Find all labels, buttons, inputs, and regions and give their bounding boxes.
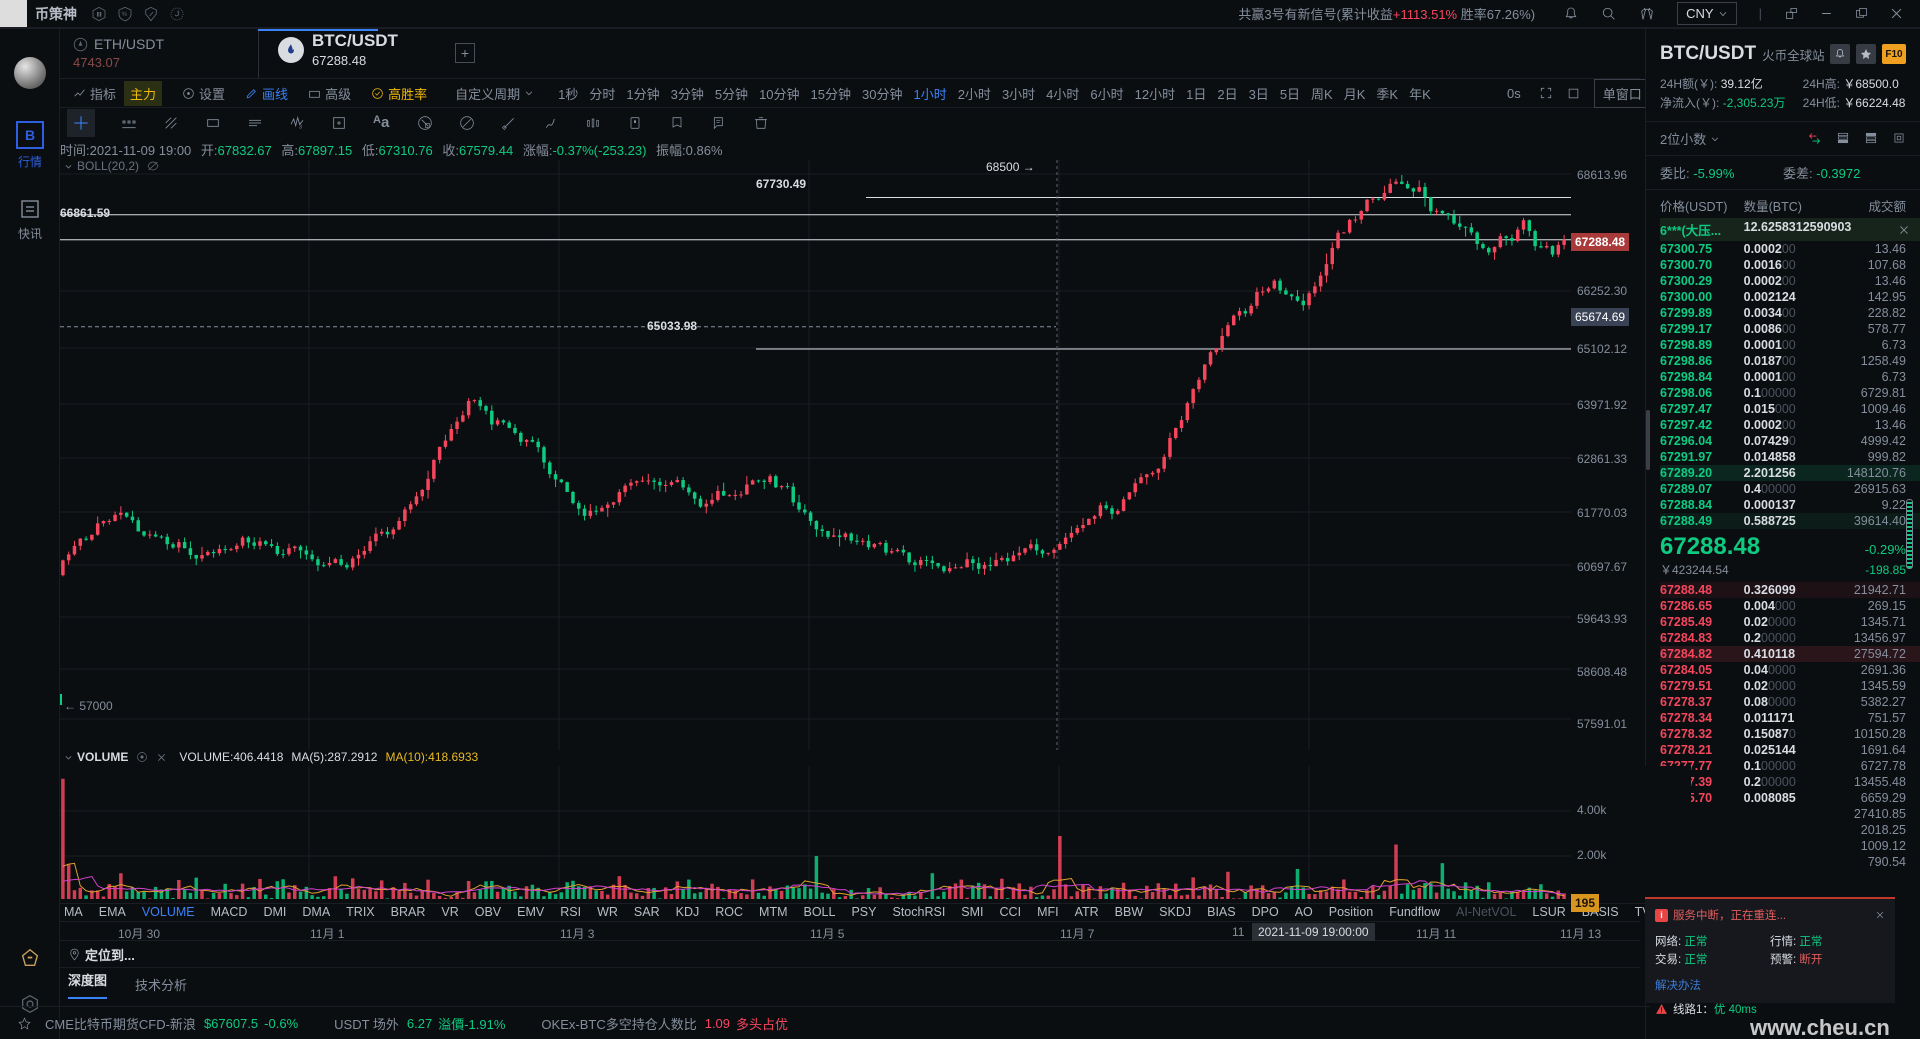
svg-text:3: 3 <box>299 124 302 130</box>
svg-text:%: % <box>122 12 128 18</box>
